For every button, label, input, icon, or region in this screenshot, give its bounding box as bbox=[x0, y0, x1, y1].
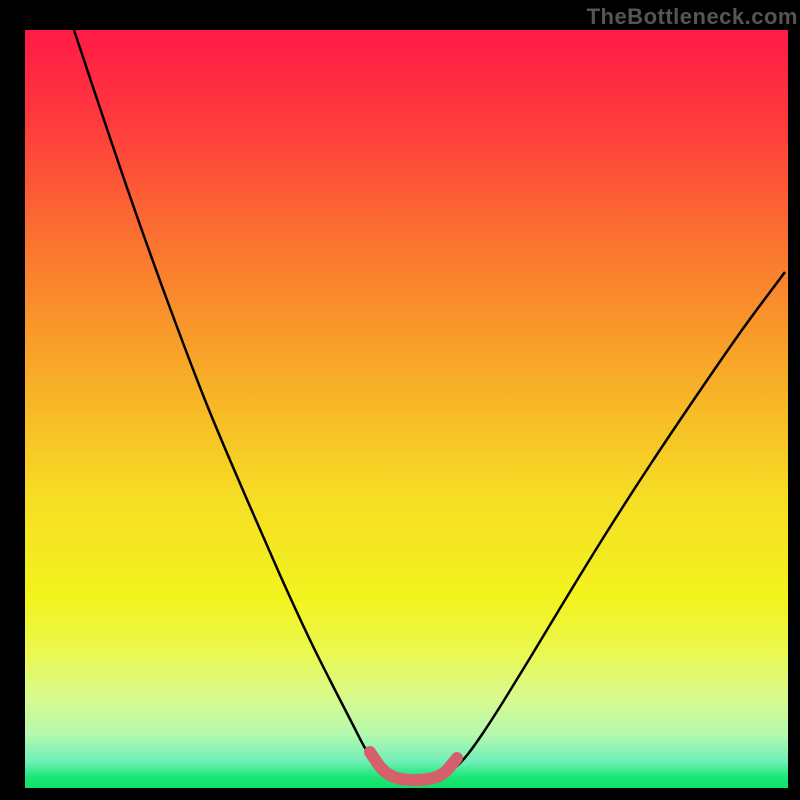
watermark-text: TheBottleneck.com bbox=[587, 4, 798, 30]
chart-svg bbox=[25, 30, 788, 788]
gradient-background bbox=[25, 30, 788, 788]
plot-area bbox=[25, 30, 788, 788]
